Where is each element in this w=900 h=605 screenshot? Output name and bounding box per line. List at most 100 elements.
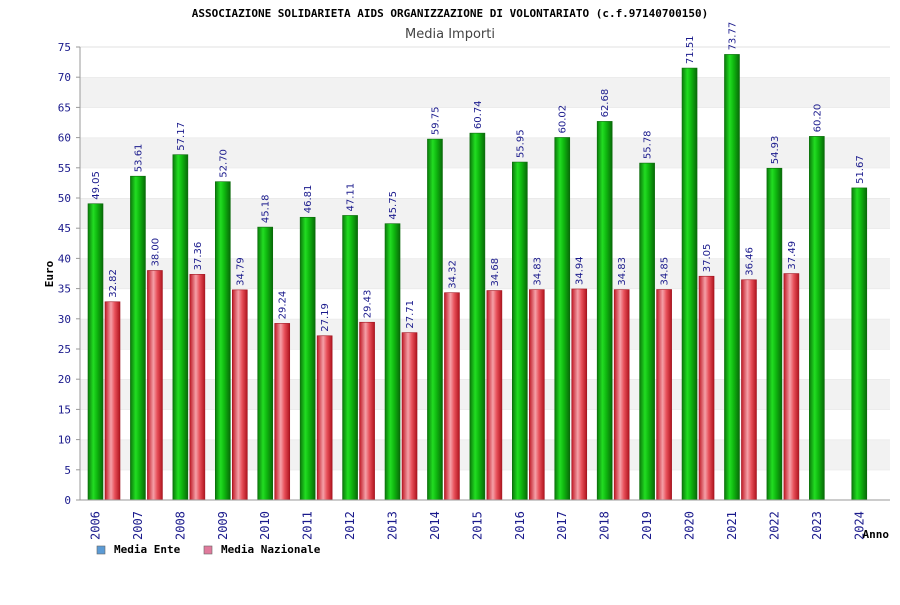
legend-label: Media Ente [114, 543, 181, 556]
bar-media-ente-2016 [512, 161, 528, 501]
bar-media-ente-2023 [809, 136, 825, 501]
value-labels: 49.05 32.82 53.61 38.00 57.17 37.36 52.70 34.79… [91, 22, 866, 332]
value-label: 71.51 [685, 35, 696, 64]
x-tick-label: 2016 [513, 511, 527, 540]
bar-media-ente-2009 [214, 181, 231, 501]
bar-media-nazionale-2008 [189, 274, 206, 501]
bar-media-ente-2006 [87, 203, 104, 501]
y-axis-label: Euro [43, 260, 56, 287]
bar-media-ente-2024 [851, 187, 868, 501]
value-label: 29.24 [278, 291, 289, 320]
bar-media-nazionale-2013 [401, 332, 418, 501]
x-tick-label: 2012 [343, 511, 357, 540]
value-label: 27.19 [320, 303, 331, 332]
y-tick-label: 40 [58, 252, 71, 265]
value-label: 60.20 [812, 104, 823, 133]
value-label: 34.83 [532, 257, 543, 286]
bar-media-ente-2020 [681, 67, 698, 501]
bar-media-ente-2010 [257, 226, 274, 501]
x-axis-ticks: 2006 2007 2008 2009 2010 2011 2012 2013 2014 2015… [89, 511, 867, 540]
x-tick-label: 2014 [428, 511, 442, 540]
value-label: 34.85 [660, 257, 671, 286]
y-tick-label: 35 [58, 283, 71, 296]
bar-media-nazionale-2022 [783, 273, 800, 501]
bar-media-ente-2015 [469, 132, 486, 501]
y-tick-label: 75 [58, 41, 71, 54]
bar-media-nazionale-2011 [316, 335, 333, 501]
x-axis-label: Anno [863, 528, 890, 541]
bar-media-nazionale-2021 [741, 279, 757, 501]
value-label: 47.11 [346, 183, 357, 212]
value-label: 62.68 [600, 89, 611, 118]
x-tick-label: 2011 [301, 511, 315, 540]
y-tick-label: 5 [64, 464, 71, 477]
bar-media-nazionale-2006 [104, 301, 121, 501]
value-label: 51.67 [855, 155, 866, 184]
bar-media-nazionale-2007 [147, 270, 163, 501]
bar-media-ente-2021 [724, 54, 740, 501]
grid-band [80, 47, 890, 78]
x-tick-label: 2018 [598, 511, 612, 540]
x-tick-label: 2007 [131, 511, 145, 540]
value-label: 73.77 [727, 22, 738, 51]
value-label: 57.17 [176, 122, 187, 151]
x-tick-label: 2021 [725, 511, 739, 540]
bar-media-ente-2019 [639, 162, 655, 501]
value-label: 34.83 [617, 257, 628, 286]
bar-media-nazionale-2018 [613, 289, 630, 501]
bar-media-ente-2014 [427, 138, 443, 501]
x-tick-label: 2015 [470, 511, 484, 540]
bar-media-ente-2018 [596, 121, 613, 501]
x-tick-label: 2009 [216, 511, 230, 540]
value-label: 54.93 [770, 136, 781, 165]
chart-title: ASSOCIAZIONE SOLIDARIETA AIDS ORGANIZZAZ… [192, 7, 709, 20]
value-label: 38.00 [150, 238, 161, 267]
value-label: 34.68 [490, 258, 501, 287]
bar-media-nazionale-2014 [444, 292, 460, 501]
value-label: 59.75 [430, 106, 441, 135]
value-label: 27.71 [405, 300, 416, 329]
value-label: 34.94 [575, 256, 586, 285]
value-label: 37.36 [193, 242, 204, 271]
legend: Media Ente Media Nazionale [96, 543, 321, 556]
grid-band [80, 77, 890, 108]
bar-media-ente-2012 [342, 215, 358, 501]
value-label: 46.81 [303, 185, 314, 214]
bar-media-ente-2011 [299, 216, 316, 501]
bar-media-nazionale-2020 [698, 275, 715, 501]
y-tick-label: 60 [58, 132, 71, 145]
y-tick-label: 0 [64, 494, 71, 507]
value-label: 29.43 [363, 290, 374, 319]
y-tick-label: 50 [58, 192, 71, 205]
value-label: 36.46 [744, 247, 755, 276]
value-label: 37.49 [787, 241, 798, 270]
x-tick-label: 2013 [386, 511, 400, 540]
bar-media-nazionale-2016 [529, 289, 545, 501]
value-label: 37.05 [702, 244, 713, 273]
x-tick-label: 2017 [555, 511, 569, 540]
x-tick-label: 2022 [767, 511, 781, 540]
y-tick-label: 45 [58, 222, 71, 235]
value-label: 60.74 [473, 100, 484, 129]
value-label: 45.75 [388, 191, 399, 220]
chart-subtitle: Media Importi [405, 27, 495, 42]
legend-swatch [96, 545, 106, 555]
x-tick-label: 2008 [173, 511, 187, 540]
y-tick-label: 70 [58, 71, 71, 84]
bar-media-ente-2022 [766, 167, 783, 501]
bar-media-ente-2008 [172, 154, 189, 501]
bar-media-nazionale-2009 [231, 289, 248, 501]
bar-media-ente-2013 [384, 223, 401, 501]
grid-band [80, 107, 890, 138]
bar-media-nazionale-2019 [656, 289, 672, 501]
value-label: 53.61 [133, 144, 144, 173]
bar-media-ente-2017 [554, 137, 571, 501]
x-tick-label: 2020 [683, 511, 697, 540]
value-label: 52.70 [218, 149, 229, 178]
y-tick-label: 15 [58, 403, 71, 416]
y-tick-label: 25 [58, 343, 71, 356]
value-label: 34.32 [447, 260, 458, 289]
x-tick-label: 2010 [258, 511, 272, 540]
legend-swatch [203, 545, 213, 555]
y-tick-label: 30 [58, 313, 71, 326]
